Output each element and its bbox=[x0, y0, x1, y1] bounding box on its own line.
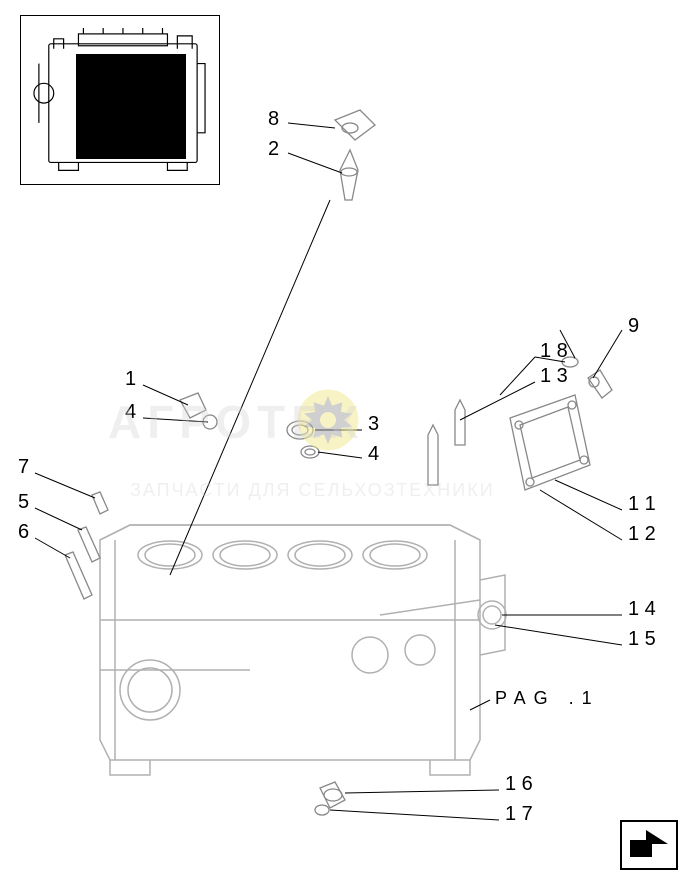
callout-6: 6 bbox=[18, 521, 29, 544]
arrow-back-icon bbox=[622, 822, 676, 868]
watermark-brand: АГРОТЕХ bbox=[108, 395, 365, 449]
callout-18: 1 8 bbox=[540, 340, 568, 363]
callout-16: 1 6 bbox=[505, 773, 533, 796]
callout-4a: 4 bbox=[125, 401, 136, 424]
watermark-subtitle: ЗАПЧАСТИ ДЛЯ СЕЛЬХОЗТЕХНИКИ bbox=[130, 480, 495, 501]
overview-highlight-region bbox=[76, 54, 186, 159]
callout-7: 7 bbox=[18, 456, 29, 479]
callout-14: 1 4 bbox=[628, 598, 656, 621]
callout-11: 1 1 bbox=[628, 493, 656, 516]
callout-5: 5 bbox=[18, 491, 29, 514]
callout-8: 8 bbox=[268, 108, 279, 131]
callout-9: 9 bbox=[628, 315, 639, 338]
overview-thumbnail bbox=[20, 15, 220, 185]
callout-15: 1 5 bbox=[628, 628, 656, 651]
page-reference: PAG .1 bbox=[495, 688, 600, 709]
callout-3: 3 bbox=[368, 413, 379, 436]
corner-nav-icon[interactable] bbox=[620, 820, 678, 870]
callout-17: 1 7 bbox=[505, 803, 533, 826]
callout-2: 2 bbox=[268, 138, 279, 161]
callout-4b: 4 bbox=[368, 443, 379, 466]
watermark-gear-icon bbox=[288, 380, 368, 460]
callout-13: 1 3 bbox=[540, 365, 568, 388]
callout-1: 1 bbox=[125, 368, 136, 391]
diagram-container: 8 2 9 1 8 1 3 1 4 3 4 7 5 6 1 1 1 2 1 4 … bbox=[0, 0, 700, 892]
callout-12: 1 2 bbox=[628, 523, 656, 546]
